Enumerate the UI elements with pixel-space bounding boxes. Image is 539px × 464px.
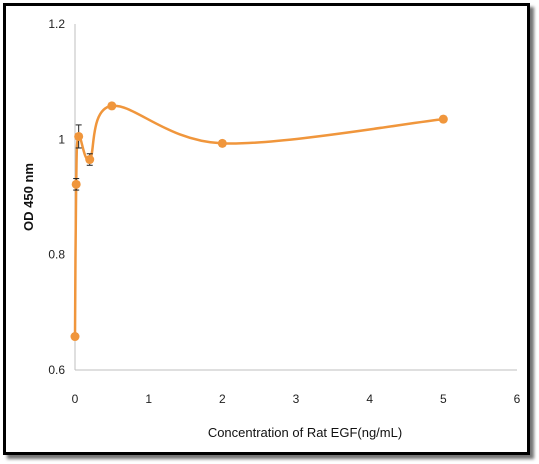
data-point [71, 179, 81, 189]
data-point [70, 332, 80, 342]
x-tick-label: 4 [366, 392, 373, 406]
y-tick-labels: 0.6 0.8 1 1.2 [48, 17, 65, 377]
x-tick-labels: 0 1 2 3 4 5 6 [72, 392, 521, 406]
x-tick-label: 3 [293, 392, 300, 406]
y-tick-label: 1.2 [48, 17, 65, 31]
y-tick-label: 0.6 [48, 363, 65, 377]
series-layer [70, 101, 448, 342]
series-line [73, 104, 444, 337]
chart-frame [3, 3, 530, 455]
y-tick-label: 1 [58, 132, 65, 146]
data-point [217, 138, 227, 148]
chart-axes [74, 24, 517, 371]
y-axis-label: OD 450 nm [21, 163, 36, 231]
x-tick-label: 1 [145, 392, 152, 406]
data-point [107, 101, 117, 111]
x-tick-label: 2 [219, 392, 226, 406]
x-axis-label: Concentration of Rat EGF(ng/mL) [208, 425, 402, 440]
data-point [438, 114, 448, 124]
x-tick-label: 0 [72, 392, 79, 406]
data-point [74, 131, 84, 141]
y-tick-label: 0.8 [48, 248, 65, 262]
x-tick-label: 5 [440, 392, 447, 406]
data-point [85, 155, 95, 165]
x-tick-label: 6 [514, 392, 521, 406]
